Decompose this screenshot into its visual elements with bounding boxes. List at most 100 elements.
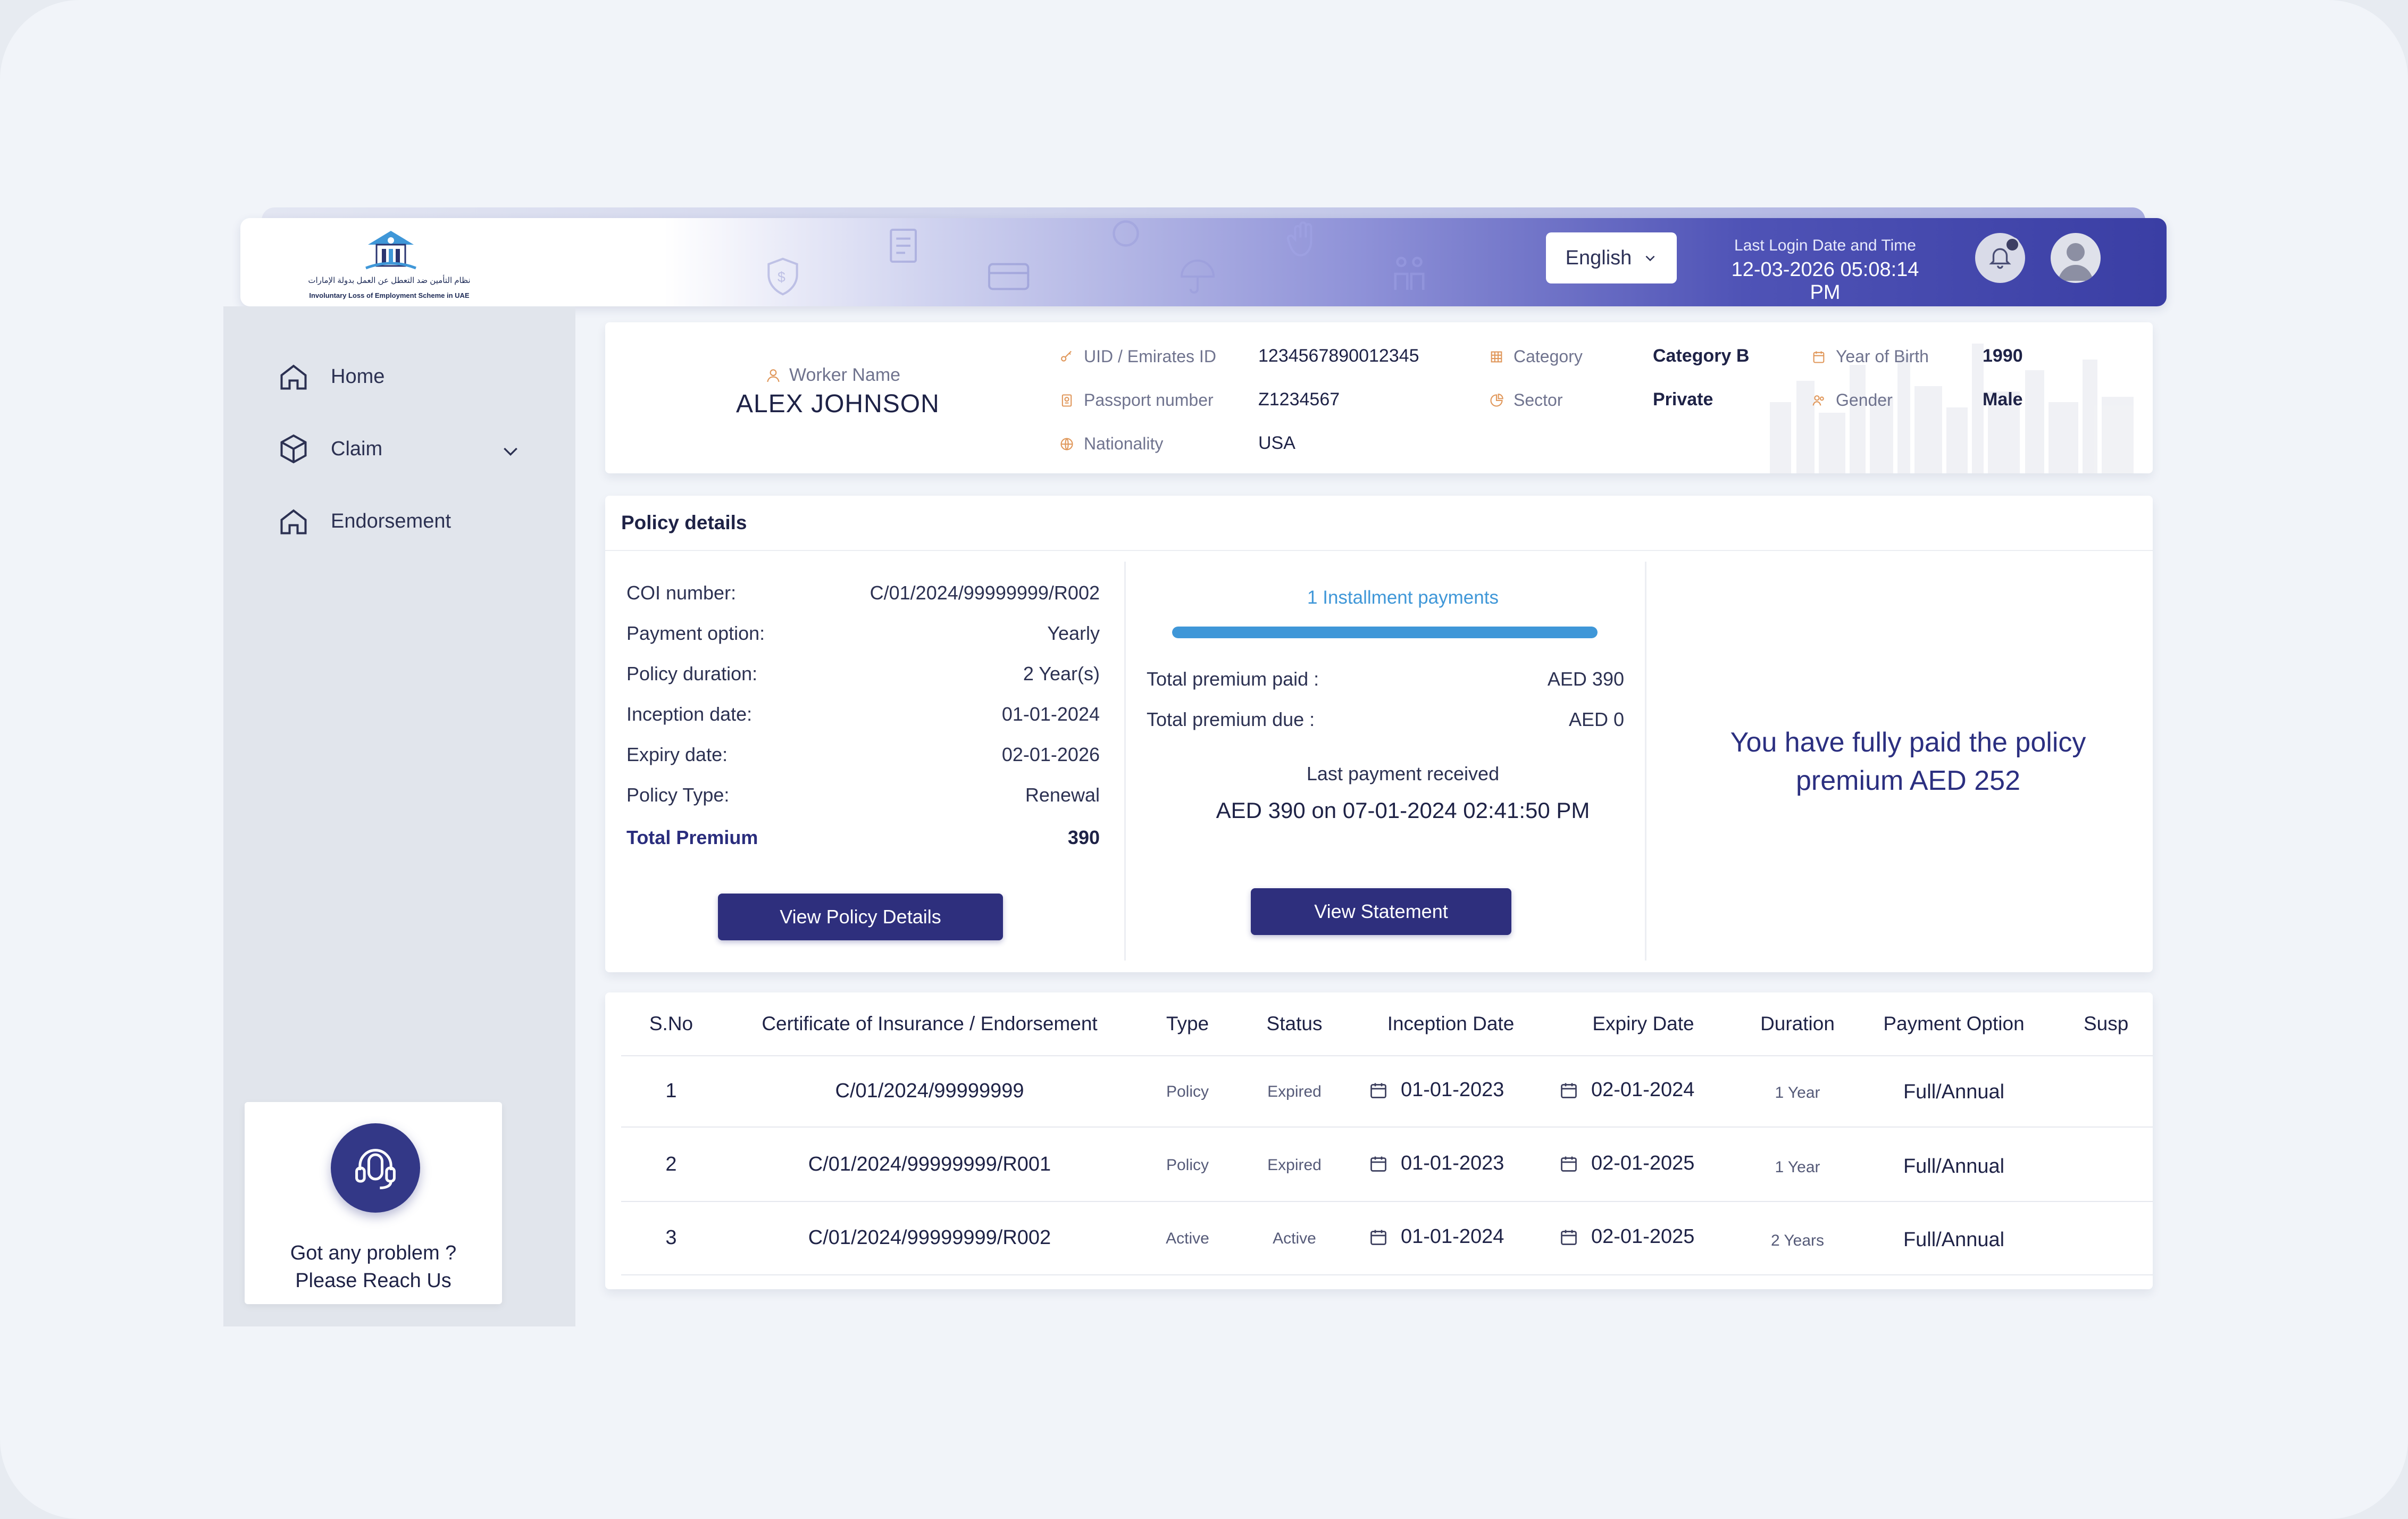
globe-icon [1060,437,1073,450]
expiry-date-value: 02-01-2026 [1001,744,1100,765]
cell-inception-date: 01-01-2024 [1369,1225,1504,1248]
uid-label-text: UID / Emirates ID [1084,347,1216,366]
total-premium-row: Total Premium 390 [626,827,1100,849]
inception-date-row: Inception date: 01-01-2024 [626,703,1100,725]
installment-progress-bar [1172,627,1598,638]
cell-certificate: C/01/2024/99999999 [835,1080,1024,1102]
cell-certificate: C/01/2024/99999999/R001 [808,1153,1051,1175]
policy-details-title: Policy details [621,512,747,533]
policy-duration-row: Policy duration: 2 Year(s) [626,663,1100,685]
expiry-date-text: 02-01-2024 [1591,1079,1695,1101]
notification-dot [2005,237,2020,252]
column-divider [1124,562,1126,961]
fully-paid-line-1: You have fully paid the policy [1730,727,2086,758]
cell-type: Policy [1166,1083,1209,1100]
headset-icon [355,1149,396,1189]
sidebar-item-label: Endorsement [331,510,452,532]
table-divider [621,1055,2153,1056]
inception-date-text: 01-01-2023 [1401,1079,1504,1101]
table-divider [621,1126,2153,1128]
cell-duration: 1 Year [1775,1158,1820,1176]
calendar-icon [1370,1156,1386,1172]
inception-date-value: 01-01-2024 [1001,703,1100,725]
user-icon [767,369,780,382]
sidebar-item-label: Claim [331,437,383,460]
gender-label-text: Gender [1836,390,1893,410]
passport-label-text: Passport number [1084,390,1214,410]
box-icon [280,434,307,464]
premium-due-label: Total premium due : [1147,708,1315,730]
cell-payment-option: Full/Annual [1903,1229,2005,1251]
sector-value: Private [1653,389,1713,410]
cell-certificate: C/01/2024/99999999/R002 [808,1226,1051,1249]
help-card[interactable]: Got any problem ? Please Reach Us [245,1102,502,1304]
policy-details-card: Policy details COI number: C/01/2024/999… [605,496,2153,972]
cell-expiry-date: 02-01-2025 [1559,1225,1694,1248]
sidebar-item-home[interactable]: Home [278,361,384,393]
shield-icon: $ [767,257,798,296]
cell-status: Active [1273,1230,1316,1247]
divider [605,550,2153,551]
svg-text:$: $ [777,269,785,285]
coi-number-row: COI number: C/01/2024/99999999/R002 [626,582,1100,604]
uid-label: UID / Emirates ID [1059,347,1216,366]
view-statement-button[interactable]: View Statement [1251,888,1511,935]
premium-paid-row: Total premium paid : AED 390 [1147,668,1624,690]
cell-type: Policy [1166,1156,1209,1174]
premium-due-row: Total premium due : AED 0 [1147,708,1624,731]
view-policy-details-button[interactable]: View Policy Details [718,894,1003,940]
worker-name-label: Worker Name [765,365,900,386]
table-divider [621,1201,2153,1202]
cell-duration: 2 Years [1770,1232,1825,1249]
column-header-suspension: Susp [2084,1013,2129,1034]
card-icon [988,263,1030,290]
user-icon [2058,243,2093,281]
hand-icon [1286,221,1312,257]
help-line-1: Got any problem ? [290,1242,457,1264]
bell-icon [1989,248,2011,269]
language-dropdown[interactable]: English [1546,232,1677,283]
policy-type-label: Policy Type: [626,784,730,806]
expiry-date-label: Expiry date: [626,744,728,765]
column-header-certificate: Certificate of Insurance / Endorsement [762,1013,1098,1034]
inception-date-label: Inception date: [626,703,752,725]
last-login-value: 12-03-2026 05:08:14 PM [1731,258,1919,304]
sector-label: Sector [1489,390,1562,410]
inception-date-text: 01-01-2024 [1401,1225,1504,1248]
document-icon [890,229,917,263]
fully-paid-message: You have fully paid the policy premium A… [1674,723,2142,800]
sidebar-item-endorsement[interactable]: Endorsement [278,505,451,537]
column-header-status: Status [1266,1013,1323,1034]
support-button[interactable] [331,1123,420,1213]
policy-type-value: Renewal [1025,784,1100,806]
user-avatar[interactable] [2051,233,2101,283]
key-icon [1061,350,1072,362]
logo-english-text: Involuntary Loss of Employment Scheme in… [309,291,470,299]
nationality-value: USA [1258,433,1295,453]
sidebar-item-claim[interactable]: Claim [278,433,382,465]
expiry-date-text: 02-01-2025 [1591,1225,1695,1248]
policy-duration-label: Policy duration: [626,663,758,685]
family-icon [1394,256,1425,290]
category-label: Category [1489,347,1583,366]
cell-expiry-date: 02-01-2024 [1559,1079,1694,1101]
gender-value: Male [1983,389,2023,410]
calendar-icon [1561,1156,1577,1172]
cell-duration: 1 Year [1775,1084,1820,1101]
passport-icon [1061,394,1072,407]
cell-status: Expired [1267,1156,1322,1174]
column-header-type: Type [1166,1013,1209,1034]
grid-icon [1491,351,1502,362]
help-text: Got any problem ? Please Reach Us [245,1239,502,1295]
calendar-icon [1561,1230,1577,1245]
calendar-icon [1561,1083,1577,1098]
column-header-payment-option: Payment Option [1883,1013,2025,1034]
scheme-logo[interactable]: نظام التأمين ضد التعطل عن العمل بدولة ال… [278,224,501,304]
coi-number-value: C/01/2024/99999999/R002 [869,582,1100,604]
users-icon [1812,395,1824,406]
chevron-down-icon[interactable] [500,440,521,462]
nationality-label: Nationality [1059,434,1163,454]
worker-name: ALEX JOHNSON [736,390,940,418]
column-header-duration: Duration [1760,1013,1835,1034]
